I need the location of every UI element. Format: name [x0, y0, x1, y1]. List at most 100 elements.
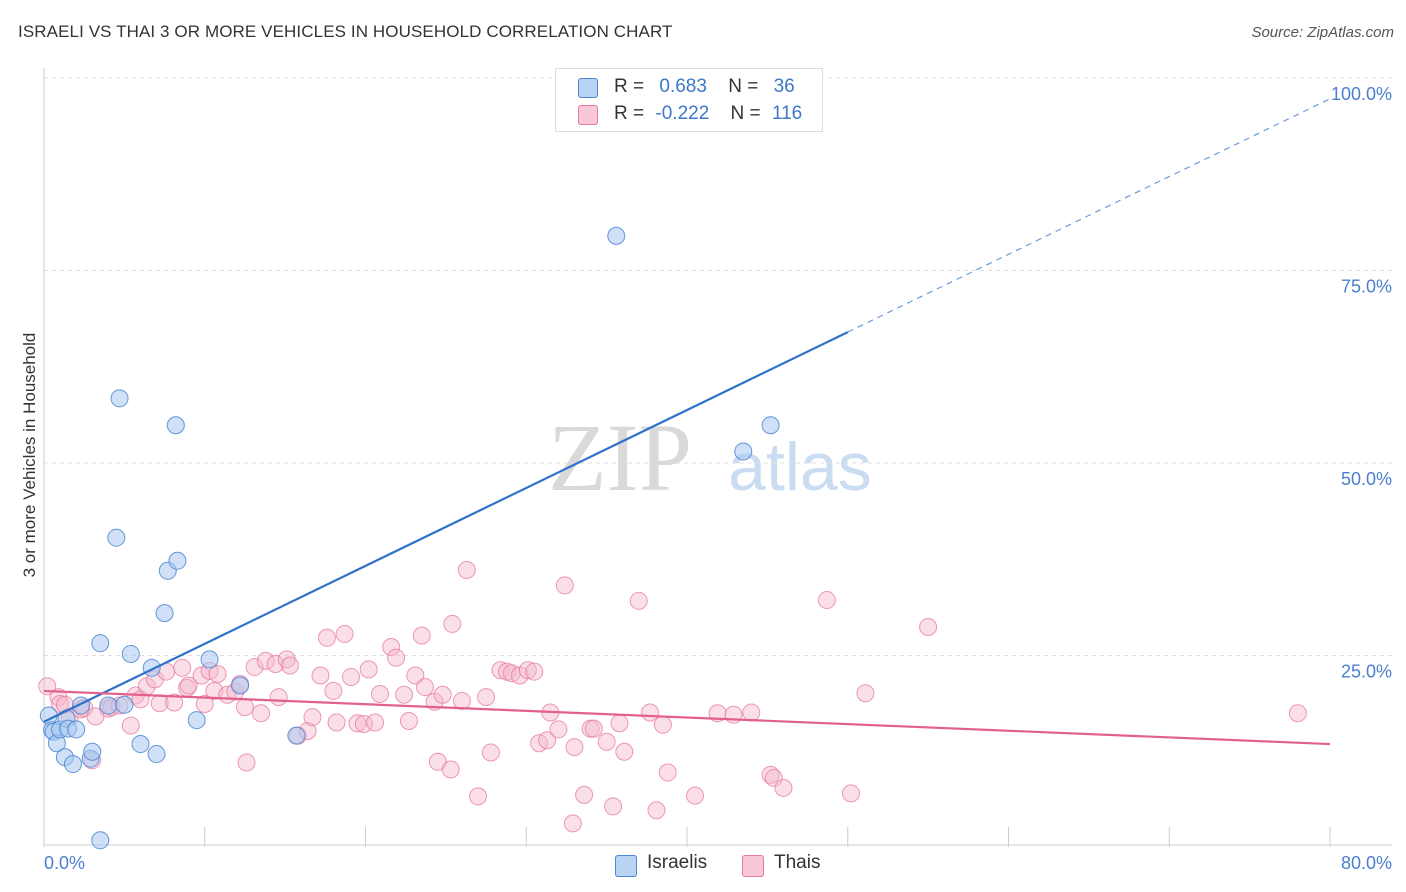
thai-point: [179, 676, 198, 695]
thai-point: [597, 732, 616, 751]
israeli-point: [287, 726, 306, 745]
thai-point: [342, 668, 361, 687]
israeli-point: [147, 745, 166, 764]
thais-swatch: [578, 105, 598, 125]
thai-point: [235, 698, 254, 717]
thai-trend-line: [43, 689, 1331, 746]
israeli-point: [63, 755, 82, 774]
source-attribution: Source: ZipAtlas.com: [1251, 24, 1394, 41]
israelis-r-label: R =: [614, 76, 645, 97]
thai-point: [395, 685, 414, 704]
thai-point: [173, 658, 192, 677]
thai-point: [412, 626, 431, 645]
thai-point: [841, 784, 860, 803]
thai-point: [269, 688, 288, 707]
thai-point: [280, 656, 299, 675]
x-tick-label-max: 80.0%: [1341, 853, 1392, 873]
thais-r-label: R =: [614, 103, 645, 124]
watermark-atlas: atlas: [728, 429, 872, 505]
y-tick-label: 100.0%: [1331, 84, 1392, 104]
x-tick-label-min: 0.0%: [44, 853, 85, 873]
thai-point: [121, 716, 140, 735]
thais-legend-swatch: [742, 855, 764, 877]
israelis-swatch: [578, 78, 598, 98]
thai-point: [491, 661, 510, 680]
thai-point: [919, 618, 938, 637]
thai-point: [615, 742, 634, 761]
thai-point: [366, 713, 385, 732]
thai-point: [538, 731, 557, 750]
israeli-point: [67, 720, 86, 739]
thai-point: [477, 688, 496, 707]
thai-point: [641, 703, 660, 722]
thai-point: [525, 662, 544, 681]
israeli-point: [115, 695, 134, 714]
israeli-point: [121, 644, 140, 663]
thai-point: [742, 703, 761, 722]
israeli-trend-extension: [847, 98, 1331, 333]
israelis-r-value: 0.683: [659, 76, 707, 97]
thai-point: [359, 660, 378, 679]
thai-point: [658, 763, 677, 782]
thai-point: [317, 628, 336, 647]
thai-point: [245, 658, 264, 677]
thai-point: [443, 614, 462, 633]
israeli-point: [607, 226, 626, 245]
thais-n-value: 116: [771, 103, 803, 124]
thai-point: [415, 678, 434, 697]
thai-point: [604, 797, 623, 816]
thai-point: [686, 786, 705, 805]
thai-point: [647, 801, 666, 820]
thai-point: [327, 713, 346, 732]
thai-point: [370, 685, 389, 703]
thai-point: [433, 685, 452, 704]
thai-point: [817, 591, 836, 610]
israeli-point: [91, 634, 110, 653]
israeli-point: [91, 831, 110, 850]
israeli-point: [131, 735, 150, 754]
israeli-point: [107, 528, 126, 547]
thai-point: [584, 719, 603, 738]
thai-point: [348, 714, 367, 733]
thai-point: [382, 638, 401, 657]
thai-point: [208, 664, 227, 683]
thai-point: [165, 693, 184, 712]
thai-point: [549, 720, 568, 739]
thai-point: [565, 738, 584, 757]
thai-point: [49, 688, 68, 707]
israeli-point: [734, 442, 753, 461]
y-tick-label: 25.0%: [1341, 662, 1392, 682]
thai-point: [252, 704, 271, 723]
thais-n-label: N =: [730, 103, 761, 124]
israeli-point: [168, 551, 187, 570]
israeli-point: [231, 676, 250, 695]
thai-point: [774, 778, 793, 797]
thai-point: [324, 681, 343, 700]
israeli-point: [166, 416, 185, 435]
thai-point: [406, 666, 425, 685]
thai-point: [764, 768, 783, 787]
israelis-legend-swatch: [615, 855, 637, 877]
israeli-point: [99, 696, 118, 715]
thai-point: [266, 654, 285, 673]
y-tick-label: 75.0%: [1341, 277, 1392, 297]
thai-point: [441, 760, 460, 779]
thai-point: [399, 711, 418, 730]
israeli-trend-line: [43, 331, 849, 723]
thai-point: [629, 591, 648, 610]
thais-r-value: -0.222: [655, 103, 710, 124]
thai-point: [856, 684, 875, 703]
thai-point: [335, 624, 354, 643]
thai-point: [555, 576, 574, 595]
thai-point: [761, 765, 780, 784]
israeli-point: [110, 389, 129, 408]
thai-point: [303, 708, 322, 727]
israeli-point: [761, 416, 780, 435]
thai-point: [1288, 704, 1307, 723]
y-tick-label: 50.0%: [1341, 469, 1392, 489]
israeli-point: [83, 742, 102, 761]
israelis-legend-label: Israelis: [647, 852, 708, 873]
thai-point: [452, 691, 471, 710]
thai-point: [563, 814, 582, 833]
